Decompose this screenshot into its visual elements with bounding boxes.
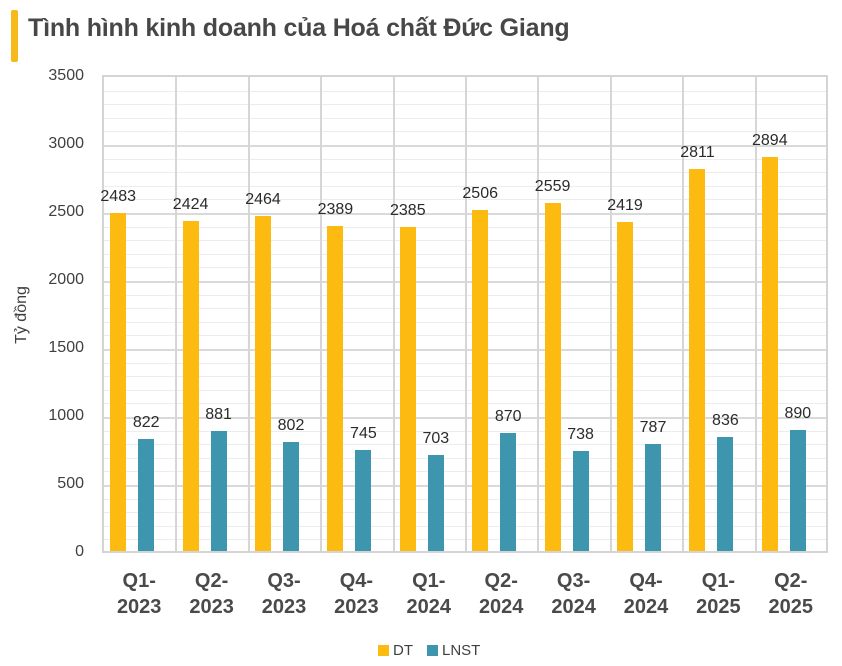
data-label: 836 — [712, 412, 739, 430]
x-label-line: 2024 — [623, 596, 669, 618]
x-label-line: 2023 — [334, 596, 379, 618]
data-label: 890 — [784, 404, 812, 422]
data-label: 881 — [205, 406, 232, 424]
chart-title: Tình hình kinh doanh của Hoá chất Đức Gi… — [28, 14, 570, 42]
category-gridline — [392, 77, 395, 551]
data-label: 2506 — [462, 185, 498, 203]
data-label: 802 — [277, 416, 305, 434]
category-gridline — [682, 77, 685, 551]
title-accent-bar — [11, 10, 18, 62]
data-label: 787 — [639, 418, 667, 436]
x-label-line: Q3- — [556, 570, 591, 592]
x-label-line: 2024 — [478, 596, 524, 618]
x-tick-label: Q3- 2023 — [248, 568, 320, 620]
category-gridline — [247, 77, 250, 551]
data-label: 2424 — [172, 196, 209, 214]
data-label: 2559 — [534, 177, 571, 195]
bar-dt-q2-2023 — [182, 221, 199, 551]
x-label-line: 2023 — [261, 596, 307, 618]
data-label: 2385 — [390, 201, 426, 219]
data-label: 2483 — [100, 188, 136, 206]
x-label-line: Q4- — [339, 570, 374, 592]
legend-swatch-dt — [378, 645, 389, 656]
y-tick-label: 500 — [57, 475, 84, 492]
category-gridline — [754, 77, 757, 551]
x-tick-label: Q4- 2023 — [320, 568, 392, 620]
x-tick-label: Q2- 2024 — [465, 568, 537, 620]
legend-label-lnst: LNST — [442, 642, 481, 659]
bar-lnst-q3-2024 — [572, 450, 589, 551]
bar-lnst-q2-2023 — [210, 431, 227, 551]
bar-dt-q4-2023 — [327, 226, 344, 551]
bar-lnst-q1-2025 — [717, 437, 734, 551]
y-tick-label: 2000 — [48, 271, 84, 288]
plot-area: 2483 822 2424 881 2464 802 2389 745 2385 703 2506 8… — [100, 75, 828, 553]
y-axis-label: Tỷ đồng — [13, 286, 30, 344]
bar-dt-q1-2024 — [399, 226, 416, 551]
x-label-line: 2024 — [551, 596, 596, 618]
bar-lnst-q2-2024 — [500, 432, 517, 551]
data-label: 703 — [422, 430, 450, 448]
bar-dt-q1-2023 — [110, 213, 127, 551]
data-label: 2464 — [245, 190, 281, 208]
y-tick-label: 3500 — [48, 67, 84, 84]
x-tick-label: Q1- 2024 — [393, 568, 465, 620]
legend-label-dt: DT — [393, 642, 413, 659]
y-tick-label: 0 — [75, 543, 84, 560]
x-tick-label: Q2- 2023 — [176, 568, 248, 620]
x-label-line: 2023 — [116, 596, 162, 618]
data-label: 870 — [494, 407, 522, 425]
y-tick-label: 1500 — [48, 339, 84, 356]
legend-item-dt: DT — [378, 642, 413, 659]
bar-dt-q4-2024 — [617, 222, 633, 551]
x-label-line: Q2- — [774, 570, 808, 592]
y-tick-label: 1000 — [48, 407, 84, 424]
legend-swatch-lnst — [427, 645, 438, 656]
x-tick-label: Q4- 2024 — [610, 568, 682, 620]
x-label-line: Q1- — [701, 570, 736, 592]
x-label-line: 2025 — [696, 596, 741, 618]
x-tick-label: Q2- 2025 — [755, 568, 827, 620]
x-tick-label: Q1- 2023 — [103, 568, 175, 620]
x-label-line: Q1- — [412, 570, 446, 592]
bar-lnst-q2-2025 — [789, 429, 806, 551]
x-tick-label: Q3- 2024 — [538, 568, 610, 620]
category-gridline — [609, 77, 612, 551]
y-tick-label: 3000 — [48, 135, 84, 152]
x-label-line: Q4- — [629, 570, 663, 592]
bar-lnst-q3-2023 — [283, 441, 299, 551]
x-label-line: Q3- — [267, 570, 301, 592]
x-tick-label: Q1- 2025 — [682, 568, 754, 620]
x-label-line: 2025 — [768, 596, 814, 618]
data-label: 738 — [567, 425, 594, 443]
bar-lnst-q1-2023 — [138, 439, 155, 551]
bar-dt-q2-2025 — [761, 157, 778, 551]
bar-dt-q3-2024 — [544, 202, 561, 551]
category-gridline — [320, 77, 323, 551]
data-label: 2389 — [317, 201, 354, 219]
x-label-line: Q1- — [122, 570, 156, 592]
bar-dt-q2-2024 — [472, 210, 489, 551]
data-label: 2811 — [680, 143, 715, 161]
legend: DT LNST — [378, 642, 488, 659]
bar-dt-q3-2023 — [255, 215, 271, 551]
bar-dt-q1-2025 — [689, 168, 706, 551]
x-label-line: 2023 — [189, 596, 234, 618]
legend-item-lnst: LNST — [427, 642, 480, 659]
data-label: 822 — [132, 414, 160, 432]
x-label-line: Q2- — [194, 570, 229, 592]
data-label: 2894 — [752, 132, 788, 150]
bar-lnst-q1-2024 — [427, 455, 444, 551]
x-label-line: Q2- — [484, 570, 518, 592]
category-gridline — [175, 77, 178, 551]
y-tick-label: 2500 — [48, 203, 84, 220]
bar-lnst-q4-2023 — [355, 449, 372, 551]
x-label-line: 2024 — [406, 596, 452, 618]
data-label: 745 — [350, 424, 377, 442]
bar-lnst-q4-2024 — [645, 443, 661, 551]
data-label: 2419 — [607, 197, 643, 215]
category-gridline — [537, 77, 540, 551]
category-gridline — [465, 77, 467, 551]
